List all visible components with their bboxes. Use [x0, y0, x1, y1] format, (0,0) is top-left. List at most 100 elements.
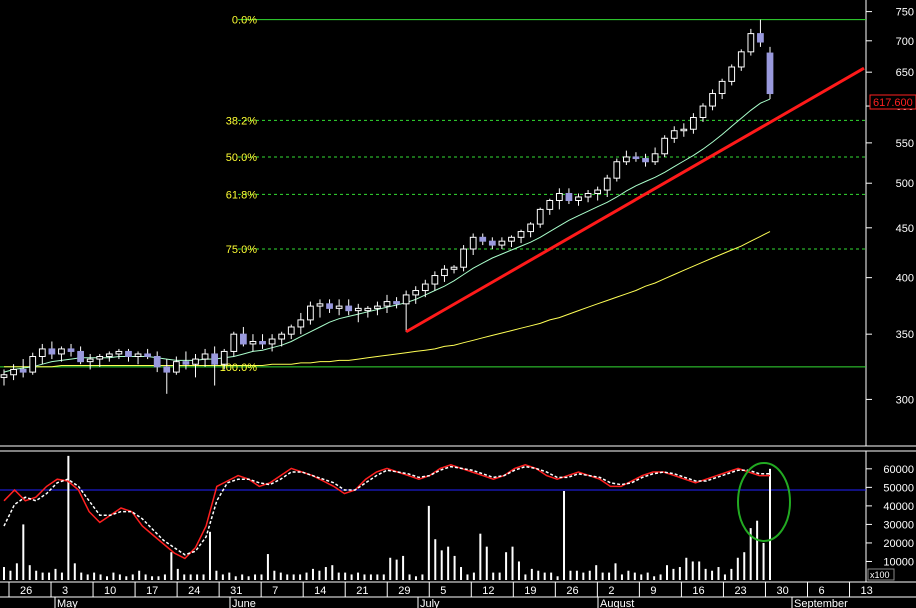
candle-body	[259, 340, 266, 345]
candle-body	[421, 283, 429, 292]
volume-tick-label: 40000	[883, 501, 914, 513]
volume-tick-label: 20000	[883, 538, 914, 550]
candle-body	[565, 192, 573, 201]
candle-body	[469, 236, 477, 250]
candle-body	[10, 368, 17, 376]
candle-body	[623, 156, 630, 163]
candle-body	[536, 208, 544, 225]
candle-body	[182, 361, 190, 365]
candle-body	[651, 153, 659, 163]
candle-body	[67, 348, 75, 352]
candle-body	[144, 353, 151, 358]
date-tick-label: 3	[62, 585, 68, 597]
price-tick-label: 750	[896, 7, 914, 19]
price-tick-label: 300	[896, 394, 914, 406]
candle-body	[38, 348, 46, 358]
volume-tick-label: 30000	[883, 519, 914, 531]
fib-label-0: 0.0%	[232, 15, 257, 27]
candle-body	[307, 305, 314, 321]
fibonacci-levels: 0.0% 38.2% 50.0% 61.8% 75.0% 100.0%	[0, 15, 866, 374]
candle-body	[125, 350, 132, 358]
candle-body	[766, 52, 774, 95]
candle-body	[211, 353, 219, 365]
date-tick-label: 10	[104, 585, 116, 597]
price-tick-label: 500	[896, 178, 914, 190]
candle-body	[192, 358, 199, 365]
fib-label-3: 61.8%	[226, 189, 257, 201]
date-tick-label: 19	[524, 585, 536, 597]
month-tick-label: July	[420, 598, 440, 608]
last-price-box	[869, 94, 916, 110]
candle-body	[555, 192, 563, 201]
candle-body	[86, 358, 94, 363]
candle-body	[546, 199, 554, 210]
candle-body	[737, 51, 745, 68]
candle-body	[603, 177, 611, 191]
candle-body	[498, 240, 506, 246]
volume-unit-label: x100	[870, 570, 890, 580]
candle-body	[134, 353, 142, 358]
month-ticks: May June July August September	[54, 597, 848, 608]
candle-body	[632, 156, 640, 160]
candle-body	[163, 366, 171, 373]
volume-tick-label: 50000	[883, 482, 914, 494]
candle-body	[450, 266, 458, 270]
fib-label-2: 50.0%	[226, 152, 257, 164]
candle-body	[58, 348, 65, 355]
fib-label-4: 75.0%	[226, 244, 257, 256]
month-tick-label: June	[232, 598, 256, 608]
red-trendline[interactable]	[405, 66, 865, 334]
candle-body	[220, 350, 228, 365]
candle-body	[661, 137, 669, 155]
candle-body	[287, 326, 295, 335]
candle-body	[29, 356, 37, 373]
date-tick-label: 21	[356, 585, 368, 597]
date-tick-label: 13	[861, 585, 873, 597]
candle-body	[153, 356, 161, 368]
volume-tick-label: 60000	[883, 464, 914, 476]
month-tick-label: May	[57, 598, 78, 608]
candle-body	[354, 307, 362, 312]
candle-body	[488, 240, 496, 246]
date-tick-label: 14	[314, 585, 326, 597]
candle-body	[19, 368, 27, 373]
candle-body	[527, 223, 534, 233]
candle-body	[680, 128, 688, 132]
candle-body	[316, 303, 324, 307]
date-tick-label: 5	[440, 585, 446, 597]
candle-body	[364, 307, 372, 312]
fib-label-5: 100.0%	[220, 362, 258, 374]
volume-stochastic-panel: 60000 50000 40000 30000 20000 10000 x100	[0, 451, 914, 582]
candle-body	[670, 130, 678, 139]
month-tick-label: August	[600, 598, 634, 608]
candle-body	[201, 353, 209, 360]
candle-body	[757, 33, 764, 43]
date-ticks: 26 3 10 17 24 31 7 14 21 29 5 12 19 26 2 9 16 23 30 6 13	[8, 582, 873, 597]
date-tick-label: 2	[608, 585, 614, 597]
green-highlight-ellipse[interactable]	[737, 462, 791, 542]
date-tick-label: 26	[20, 585, 32, 597]
candle-body	[0, 374, 8, 378]
candle-body	[383, 301, 391, 307]
candle-body	[642, 158, 649, 163]
candle-body	[575, 196, 582, 201]
candle-body	[335, 305, 343, 309]
month-tick-label: September	[794, 598, 848, 608]
date-tick-label: 7	[272, 585, 278, 597]
price-panel: 0.0% 38.2% 50.0% 61.8% 75.0% 100.0% 750 700 650…	[0, 0, 916, 446]
candle-body	[240, 333, 247, 345]
candle-body	[441, 268, 448, 277]
candle-body	[268, 338, 276, 345]
candle-body	[374, 305, 381, 309]
volume-axis-ticks: 60000 50000 40000 30000 20000 10000	[866, 464, 914, 568]
candle-body	[345, 305, 353, 312]
candle-body	[96, 356, 104, 360]
candle-body	[297, 319, 305, 328]
date-tick-label: 12	[482, 585, 494, 597]
stochastic-lines	[3, 464, 770, 560]
fib-label-1: 38.2%	[226, 115, 257, 127]
candle-body	[479, 236, 487, 242]
date-tick-label: 26	[566, 585, 578, 597]
date-tick-label: 16	[692, 585, 704, 597]
